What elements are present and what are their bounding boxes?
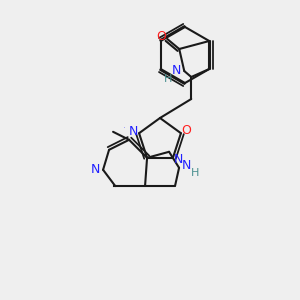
Text: H: H (164, 74, 172, 84)
Text: O: O (181, 124, 191, 137)
Text: N: N (128, 125, 138, 138)
Text: N: N (182, 159, 191, 172)
Text: CH: CH (124, 127, 126, 128)
Text: H: H (191, 168, 199, 178)
Text: N: N (172, 64, 181, 77)
Text: N: N (174, 153, 184, 166)
Text: N: N (90, 163, 100, 176)
Text: O: O (156, 29, 166, 43)
